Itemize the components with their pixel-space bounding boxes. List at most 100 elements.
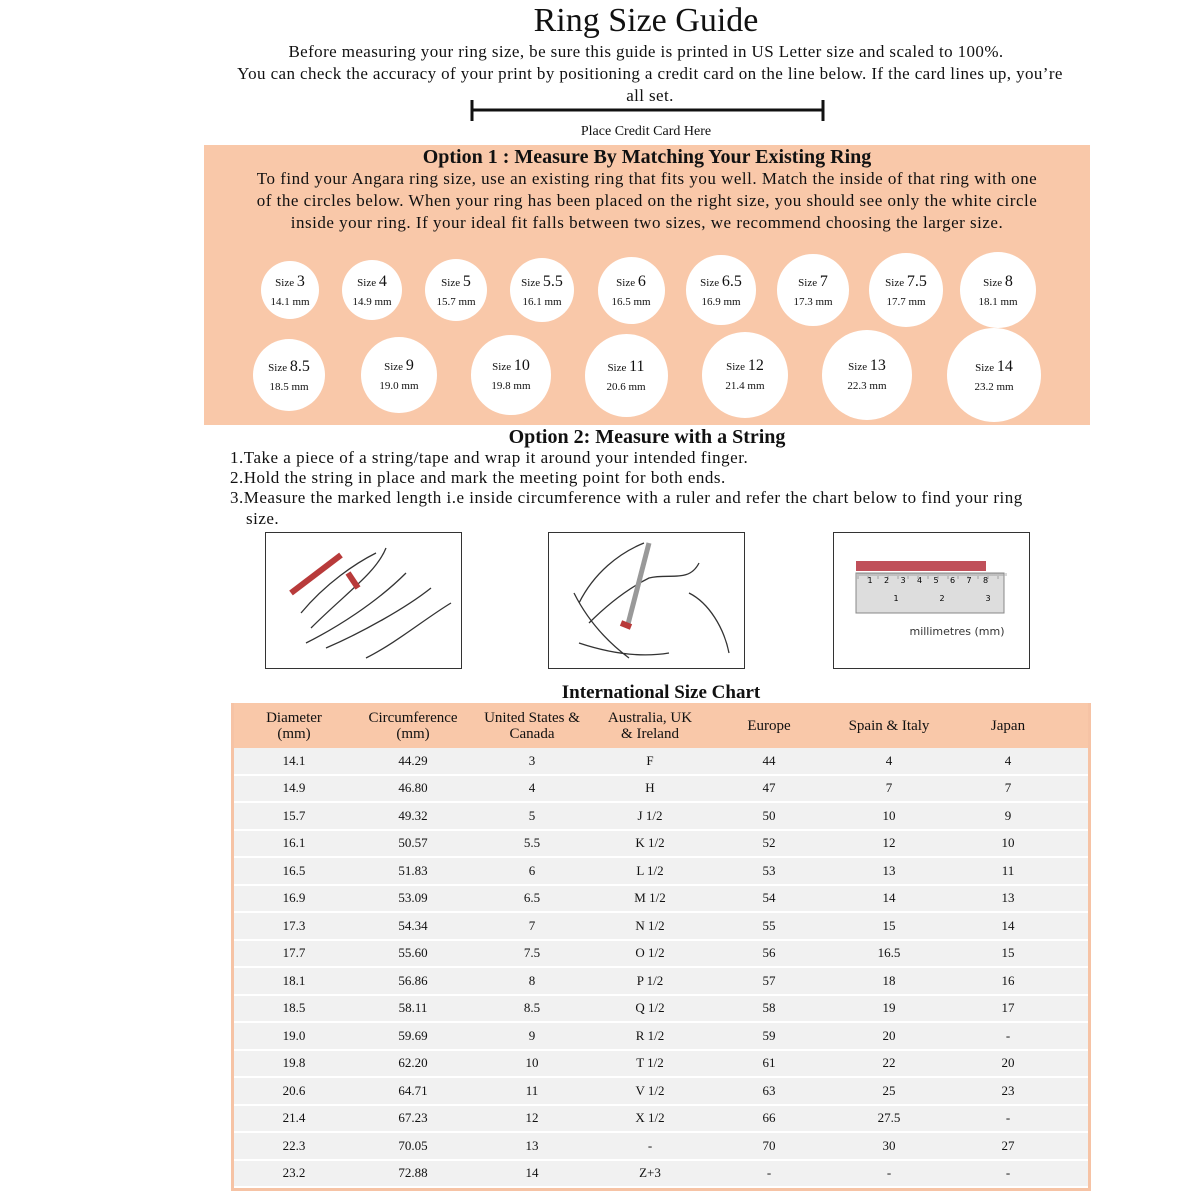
ring-size: Size 7 (798, 273, 828, 291)
ring: Size 14 23.2 mm (947, 328, 1041, 422)
ruler-label: 7 (966, 576, 971, 585)
header-cell: United States & Canada (484, 709, 580, 742)
table-cell: 17.3 (282, 917, 306, 933)
ruler-label: 4 (917, 576, 922, 585)
table-cell: 21.4 (282, 1110, 306, 1126)
table-cell: 7 (1004, 780, 1012, 796)
table-cell: 23.2 (282, 1165, 306, 1181)
table-cell: 7 (528, 917, 536, 933)
step: 3.Measure the marked length i.e inside c… (230, 488, 1023, 528)
table-cell: 19 (882, 1000, 896, 1016)
ring-mm: 16.5 mm (611, 295, 651, 308)
table-cell: M 1/2 (634, 890, 666, 906)
table-cell: 16 (1001, 972, 1015, 988)
header-cell: Europe (747, 717, 791, 734)
table-row: 14.9 46.80 4 H 47 7 7 (234, 775, 1088, 803)
table-cell: 20.6 (282, 1082, 306, 1098)
table-cell: 51.83 (398, 862, 428, 878)
table-cell: 13 (882, 862, 896, 878)
card-line (470, 100, 825, 121)
ring-size: Size 14 (975, 358, 1013, 376)
ring-size: Size 9 (384, 357, 414, 375)
table-cell: 15.7 (282, 807, 306, 823)
ruler-label: 6 (950, 576, 955, 585)
table-cell: 10 (882, 807, 896, 823)
table-cell: 30 (882, 1137, 896, 1153)
table-cell: 15 (882, 917, 896, 933)
header-cell: Spain & Italy (848, 717, 930, 734)
size-word: Size (357, 276, 377, 289)
table-cell: 55 (762, 917, 776, 933)
ring: Size 8.5 18.5 mm (253, 339, 325, 411)
size-word: Size (607, 361, 627, 374)
table-cell: F (646, 752, 654, 768)
table-cell: 14 (1001, 917, 1015, 933)
size-number: 7 (819, 272, 828, 290)
ring-size: Size 4 (357, 273, 387, 291)
illustration-mark (548, 532, 745, 669)
table-row: 18.1 56.86 8 P 1/2 57 18 16 (234, 968, 1088, 996)
table-cell: 58.11 (398, 1000, 428, 1016)
size-number: 5.5 (542, 272, 563, 290)
table-cell: 14.9 (282, 780, 306, 796)
table-cell: 55.60 (398, 945, 428, 961)
ring: Size 11 20.6 mm (584, 333, 668, 417)
table-cell: 18.1 (282, 972, 306, 988)
table-header: Diameter (mm) Circumference (mm) United St… (234, 703, 1088, 748)
table-cell: 63 (762, 1082, 776, 1098)
table-cell: 15 (1001, 945, 1015, 961)
table-cell: J 1/2 (637, 807, 663, 823)
ring-size: Size 13 (848, 357, 886, 375)
header-cell: Australia, UK & Ireland (607, 709, 693, 742)
table-cell: 59.69 (398, 1027, 428, 1043)
intro-line: You can check the accuracy of your print… (237, 64, 1063, 105)
size-word: Size (492, 361, 512, 374)
ruler-unit: millimetres (mm) (909, 625, 1004, 638)
ring: Size 7.5 17.7 mm (869, 253, 943, 327)
table-cell: 8.5 (523, 1000, 541, 1016)
size-word: Size (521, 276, 541, 289)
ring-mm: 14.1 mm (270, 295, 310, 308)
table-cell: 8 (528, 972, 536, 988)
option2-title: Option 2: Measure with a String (508, 426, 786, 448)
table-cell: 7 (885, 780, 893, 796)
table-cell: 47 (762, 780, 776, 796)
table-cell: 6.5 (523, 890, 541, 906)
ring-mm: 16.1 mm (522, 295, 562, 308)
table-cell: - (1005, 1165, 1011, 1181)
table-row: 18.5 58.11 8.5 Q 1/2 58 19 17 (234, 995, 1088, 1023)
ring-mm: 23.2 mm (974, 380, 1014, 393)
intro-line: Before measuring your ring size, be sure… (288, 42, 1004, 61)
table-cell: - (1005, 1110, 1011, 1126)
table-cell: 4 (528, 780, 536, 796)
table-cell: 10 (1001, 835, 1015, 851)
table-cell: 4 (1004, 752, 1012, 768)
table-row: 16.5 51.83 6 L 1/2 53 13 11 (234, 858, 1088, 886)
table-cell: 23 (1001, 1082, 1015, 1098)
table-cell: 27.5 (877, 1110, 901, 1126)
table-cell: 20 (1001, 1055, 1015, 1071)
table-cell: 61 (762, 1055, 776, 1071)
table-cell: 52 (762, 835, 776, 851)
size-number: 8.5 (289, 357, 310, 375)
table-cell: - (766, 1165, 772, 1181)
size-number: 11 (629, 357, 645, 375)
ring-mm: 14.9 mm (352, 295, 392, 308)
table-cell: 67.23 (398, 1110, 428, 1126)
table-row: 21.4 67.23 12 X 1/2 66 27.5 - (234, 1105, 1088, 1133)
ring-size: Size 5 (441, 273, 471, 291)
table-cell: 12 (882, 835, 896, 851)
table-cell: K 1/2 (635, 835, 665, 851)
ruler-label: 1 (867, 576, 872, 585)
size-word: Size (275, 276, 295, 289)
table-cell: 19.8 (282, 1055, 306, 1071)
ring-mm: 18.1 mm (978, 295, 1018, 308)
table-row: 23.2 72.88 14 Z+3 - - - (234, 1160, 1088, 1188)
table-cell: 44.29 (398, 752, 428, 768)
size-number: 3 (296, 272, 305, 290)
ring-mm: 17.7 mm (886, 295, 926, 308)
table-cell: 12 (525, 1110, 539, 1126)
ring: Size 8 18.1 mm (960, 252, 1036, 328)
table-cell: V 1/2 (635, 1082, 665, 1098)
size-word: Size (726, 361, 746, 374)
